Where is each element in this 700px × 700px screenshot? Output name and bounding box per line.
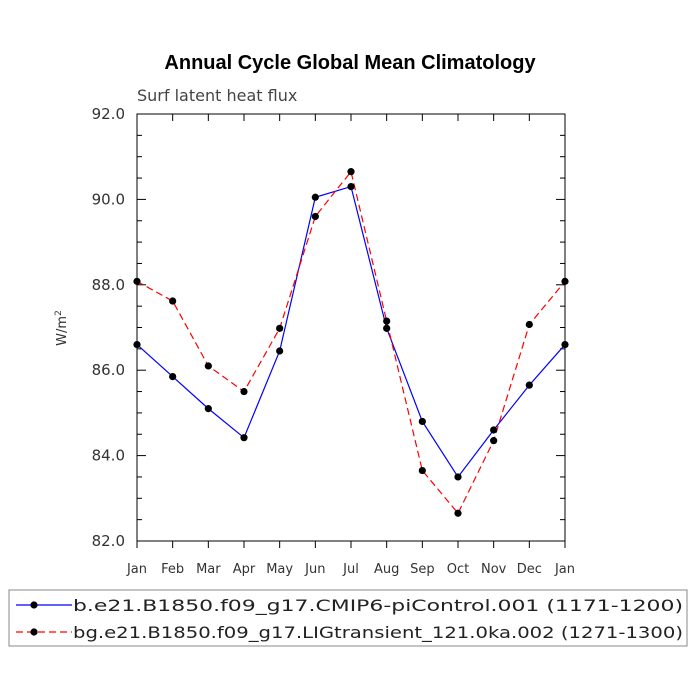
series-line-2 [136, 170, 566, 515]
series-1-point [240, 434, 248, 442]
series-2-point [418, 466, 426, 475]
y-axis-label-base: W/m [55, 316, 70, 346]
x-tick-label: May [266, 562, 293, 577]
y-tick-label: 92.0 [92, 105, 125, 123]
series-1-point [311, 193, 319, 201]
y-tick-labels: 82.0 84.0 86.0 88.0 90.0 92.0 [92, 105, 125, 550]
plot-frame [136, 113, 566, 542]
y-tick-label: 90.0 [92, 190, 125, 208]
series-2-point [169, 297, 177, 305]
x-tick-label: Jan [554, 562, 575, 577]
series-2-point [204, 362, 212, 370]
y-tick-label: 88.0 [92, 276, 125, 294]
y-tick-label: 82.0 [92, 532, 125, 550]
axes-ticks [136, 113, 566, 548]
x-tick-label: Sep [410, 562, 435, 577]
x-tick-label: Mar [196, 562, 221, 577]
series-1-point [525, 381, 533, 389]
x-tick-label: Feb [161, 562, 184, 577]
x-tick-label: Jul [342, 562, 359, 577]
series-2-point [276, 324, 284, 332]
series-1-point [276, 347, 284, 355]
series-2-point [490, 437, 498, 445]
series-2-point [240, 387, 248, 396]
x-tick-label: Jan [126, 562, 147, 577]
x-tick-label: Dec [517, 562, 542, 577]
legend-label-2: bg.e21.B1850.f09_g17.LIGtransient_121.0k… [73, 623, 683, 643]
y-axis-label: W/m2 [54, 310, 70, 346]
series-2-point [454, 509, 462, 517]
series-1-point [418, 417, 426, 426]
series-1-point [490, 426, 498, 434]
svg-text:W/m2: W/m2 [54, 310, 70, 346]
series-2-point [383, 317, 391, 325]
series-1-point [204, 405, 212, 413]
x-tick-label: Oct [447, 562, 469, 577]
series-1-point [169, 373, 177, 381]
x-tick-label: Aug [374, 562, 399, 577]
chart-title: Annual Cycle Global Mean Climatology [164, 52, 536, 74]
series-2-point [311, 212, 319, 221]
legend-box [8, 589, 688, 647]
chart-subtitle: Surf latent heat flux [137, 86, 297, 105]
series-2-point [347, 168, 355, 176]
y-axis-label-sup: 2 [54, 310, 64, 316]
series-2-point [525, 320, 533, 329]
series-layer [133, 168, 569, 517]
x-tick-label: Apr [233, 562, 256, 577]
y-tick-label: 86.0 [92, 361, 125, 379]
y-tick-label: 84.0 [92, 447, 125, 465]
legend-marker-1 [30, 601, 38, 609]
legend-marker-2 [30, 628, 38, 636]
legend-label-1: b.e21.B1850.f09_g17.CMIP6-piControl.001 … [73, 596, 683, 616]
series-1-point [383, 324, 391, 332]
series-line-1 [136, 185, 566, 478]
x-tick-label: Jun [304, 562, 325, 577]
series-1-point [347, 182, 355, 191]
legend: b.e21.B1850.f09_g17.CMIP6-piControl.001 … [8, 589, 688, 647]
x-tick-labels: Jan Feb Mar Apr May Jun Jul Aug Sep Oct Nov Dec Jan [126, 562, 575, 577]
x-tick-label: Nov [481, 562, 507, 577]
series-1-point [454, 473, 462, 481]
